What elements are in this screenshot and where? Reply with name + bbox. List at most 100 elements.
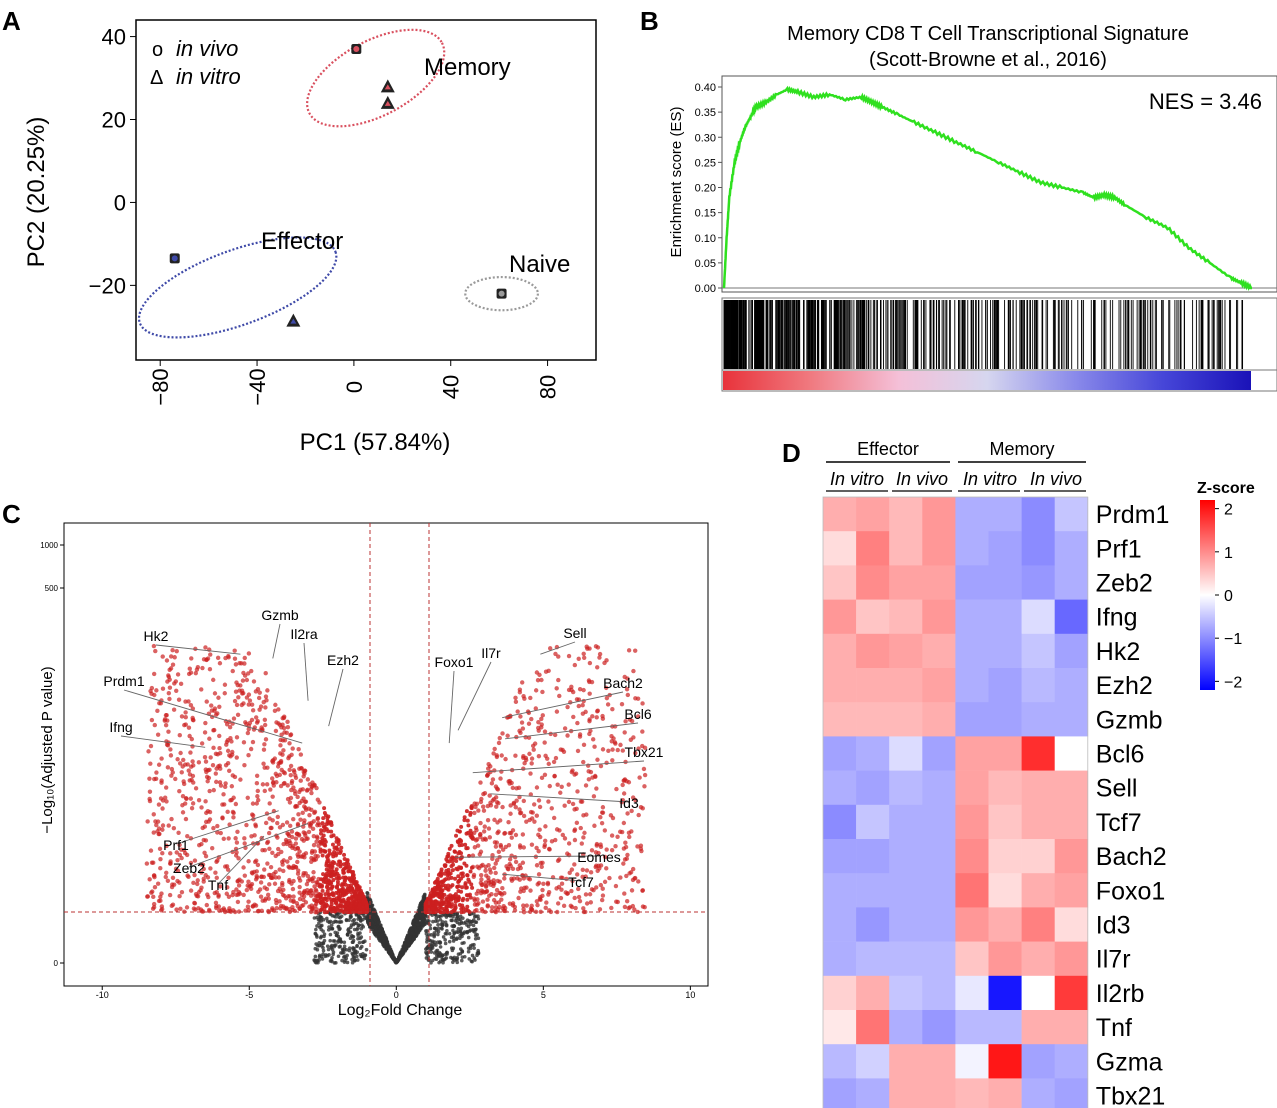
volcano-point-sig: [152, 873, 157, 878]
volcano-point-sig: [280, 752, 285, 757]
volcano-point-sig: [276, 707, 281, 712]
volcano-point-sig: [177, 733, 182, 738]
volcano-point-sig: [246, 651, 252, 656]
volcano-point-sig: [460, 871, 465, 876]
volcano-point-nonsig: [339, 914, 344, 919]
volcano-point-sig: [457, 829, 462, 834]
volcano-point-sig: [483, 880, 488, 885]
volcano-point-sig: [222, 682, 228, 687]
volcano-point-sig: [542, 740, 547, 745]
volcano-point-sig: [495, 830, 500, 836]
volcano-point-sig: [487, 867, 493, 872]
pca-x-tick-label: 40: [439, 375, 464, 399]
volcano-point-sig: [594, 786, 599, 791]
volcano-point-sig: [277, 722, 283, 728]
heatmap-cell: [1054, 565, 1089, 600]
volcano-point-sig: [499, 753, 504, 758]
volcano-point-nonsig: [429, 944, 433, 948]
heatmap-cell: [823, 565, 857, 600]
volcano-point-sig: [588, 870, 594, 875]
volcano-point-sig: [621, 820, 627, 826]
heatmap-cell: [823, 633, 857, 669]
volcano-point-sig: [267, 882, 272, 887]
volcano-point-sig: [534, 899, 540, 904]
volcano-point-nonsig: [401, 947, 406, 952]
volcano-point-sig: [326, 892, 331, 897]
volcano-point-nonsig: [340, 951, 345, 955]
volcano-point-sig: [510, 828, 516, 833]
volcano-point-sig: [166, 673, 171, 678]
volcano-point-sig: [264, 782, 270, 787]
heatmap-cell: [922, 839, 956, 874]
volcano-point-sig: [572, 862, 577, 867]
volcano-point-sig: [553, 755, 559, 761]
volcano-point-sig: [217, 733, 222, 739]
heatmap-cell: [856, 1078, 890, 1108]
volcano-point-sig: [626, 830, 632, 835]
volcano-point-sig: [151, 643, 157, 649]
heatmap-cell: [988, 873, 1022, 908]
volcano-point-nonsig: [353, 949, 358, 953]
volcano-point-sig: [517, 863, 522, 868]
volcano-point-sig: [617, 829, 623, 834]
volcano-point-sig: [198, 907, 204, 912]
volcano-point-sig: [486, 826, 492, 831]
gene-label-ezh2: Ezh2: [327, 652, 359, 668]
volcano-point-sig: [330, 869, 335, 874]
volcano-point-sig: [464, 893, 469, 898]
volcano-point-sig: [502, 830, 508, 836]
volcano-point-sig: [430, 892, 435, 897]
volcano-point-sig: [156, 802, 162, 807]
volcano-point-sig: [587, 892, 593, 897]
volcano-point-sig: [256, 695, 262, 701]
volcano-point-nonsig: [392, 958, 397, 962]
volcano-point-nonsig: [462, 921, 466, 925]
volcano-point-nonsig: [327, 920, 332, 925]
volcano-point-sig: [336, 862, 341, 867]
volcano-point-sig: [562, 726, 568, 731]
volcano-point-nonsig: [370, 920, 375, 925]
volcano-point-sig: [250, 812, 255, 817]
volcano-point-sig: [575, 789, 580, 794]
volcano-point-sig: [496, 740, 502, 746]
heatmap-row-label-il7r: Il7r: [1096, 946, 1131, 974]
volcano-point-sig: [455, 884, 460, 889]
volcano-point-sig: [484, 873, 489, 878]
volcano-point-nonsig: [409, 926, 414, 931]
volcano-point-sig: [249, 834, 254, 839]
volcano-point-nonsig: [472, 956, 477, 960]
volcano-point-sig: [246, 671, 251, 676]
volcano-point-sig: [543, 905, 548, 911]
heatmap-cell: [856, 565, 890, 600]
volcano-point-sig: [529, 842, 535, 847]
gene-label-il7r: Il7r: [481, 645, 501, 661]
volcano-point-nonsig: [460, 949, 465, 954]
volcano-point-sig: [528, 771, 533, 776]
volcano-point-sig: [489, 891, 494, 897]
volcano-point-sig: [236, 892, 241, 897]
volcano-point-sig: [171, 825, 177, 831]
volcano-point-sig: [329, 823, 334, 828]
volcano-point-sig: [604, 847, 609, 852]
volcano-point-sig: [147, 877, 152, 882]
volcano-point-sig: [163, 785, 169, 790]
volcano-point-sig: [635, 714, 641, 719]
legend-symbol-in-vitro: Δ: [150, 67, 163, 89]
heatmap-cell: [1054, 907, 1089, 942]
volcano-point-sig: [290, 904, 295, 910]
volcano-point-nonsig: [473, 933, 478, 938]
volcano-point-sig: [465, 873, 470, 878]
volcano-point-nonsig: [342, 944, 347, 949]
volcano-frame: [63, 522, 709, 987]
volcano-point-sig: [315, 835, 320, 841]
volcano-point-sig: [192, 872, 197, 878]
panel-label-b: B: [640, 6, 659, 36]
volcano-point-sig: [481, 808, 487, 813]
volcano-point-sig: [209, 708, 215, 713]
volcano-point-sig: [540, 887, 545, 893]
volcano-point-sig: [242, 655, 247, 661]
volcano-point-sig: [500, 731, 505, 736]
volcano-point-sig: [312, 849, 318, 854]
heatmap-cell: [823, 668, 857, 703]
heatmap-cell: [988, 770, 1022, 806]
